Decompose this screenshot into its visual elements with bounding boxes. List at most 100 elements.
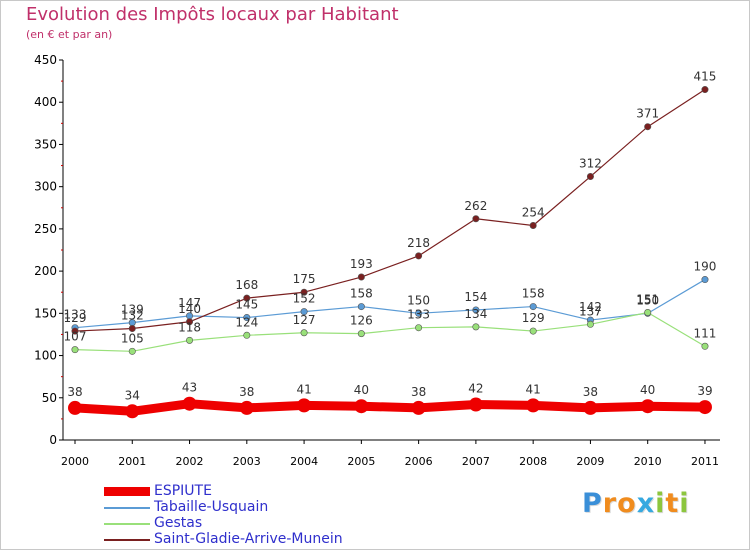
data-point-saint-gladie-arrive-munein bbox=[186, 318, 194, 326]
data-label-gestas: 124 bbox=[235, 315, 258, 329]
data-point-gestas bbox=[128, 347, 136, 355]
data-point-gestas bbox=[644, 308, 652, 316]
data-label-espiute: 40 bbox=[640, 383, 655, 397]
chart-title: Evolution des Impôts locaux par Habitant bbox=[26, 4, 399, 25]
data-point-gestas bbox=[186, 336, 194, 344]
data-label-saint-gladie-arrive-munein: 371 bbox=[636, 107, 659, 121]
data-label-gestas: 127 bbox=[293, 313, 316, 327]
data-label-tabaille-usquain: 190 bbox=[694, 260, 717, 274]
data-point-gestas bbox=[357, 330, 365, 338]
data-label-gestas: 137 bbox=[579, 304, 602, 318]
data-label-saint-gladie-arrive-munein: 218 bbox=[407, 236, 430, 250]
data-point-gestas bbox=[415, 324, 423, 332]
data-point-saint-gladie-arrive-munein bbox=[529, 222, 537, 230]
data-label-espiute: 43 bbox=[182, 381, 197, 395]
data-label-saint-gladie-arrive-munein: 312 bbox=[579, 157, 602, 171]
series-line-espiute bbox=[70, 399, 710, 416]
x-tick-label: 2011 bbox=[691, 455, 719, 468]
data-label-saint-gladie-arrive-munein: 129 bbox=[64, 311, 87, 325]
data-point-saint-gladie-arrive-munein bbox=[415, 252, 423, 260]
data-label-gestas: 129 bbox=[522, 311, 545, 325]
data-label-tabaille-usquain: 150 bbox=[407, 293, 430, 307]
data-label-espiute: 38 bbox=[67, 385, 82, 399]
data-label-gestas: 126 bbox=[350, 314, 373, 328]
legend-label: Saint-Gladie-Arrive-Munein bbox=[154, 531, 343, 547]
data-label-saint-gladie-arrive-munein: 415 bbox=[694, 70, 717, 84]
data-point-saint-gladie-arrive-munein bbox=[300, 288, 308, 296]
x-tick-label: 2003 bbox=[233, 455, 261, 468]
data-label-saint-gladie-arrive-munein: 175 bbox=[293, 272, 316, 286]
data-label-espiute: 38 bbox=[583, 385, 598, 399]
data-point-gestas bbox=[529, 327, 537, 335]
data-point-tabaille-usquain bbox=[415, 309, 423, 317]
data-point-saint-gladie-arrive-munein bbox=[701, 86, 709, 94]
data-point-espiute bbox=[411, 400, 426, 415]
data-point-gestas bbox=[701, 342, 709, 350]
y-tick-label: 100 bbox=[34, 349, 57, 363]
y-tick-label: 450 bbox=[34, 53, 57, 67]
x-tick-label: 2001 bbox=[118, 455, 146, 468]
data-point-gestas bbox=[472, 323, 480, 331]
y-tick-label: 0 bbox=[49, 433, 57, 447]
series-line-saint-gladie-arrive-munein bbox=[74, 88, 706, 332]
data-point-espiute bbox=[640, 399, 655, 414]
data-label-tabaille-usquain: 147 bbox=[178, 296, 201, 310]
data-label-espiute: 38 bbox=[239, 385, 254, 399]
data-point-saint-gladie-arrive-munein bbox=[586, 173, 594, 181]
y-tick-label: 300 bbox=[34, 180, 57, 194]
data-point-espiute bbox=[697, 400, 712, 415]
data-label-tabaille-usquain: 133 bbox=[64, 308, 87, 322]
data-point-tabaille-usquain bbox=[243, 314, 251, 322]
data-label-saint-gladie-arrive-munein: 262 bbox=[464, 199, 487, 213]
data-point-tabaille-usquain bbox=[472, 306, 480, 314]
data-point-espiute bbox=[354, 399, 369, 414]
y-tick-label: 350 bbox=[34, 137, 57, 151]
data-point-espiute bbox=[68, 400, 82, 415]
chart-subtitle: (en € et par an) bbox=[26, 28, 113, 41]
data-point-saint-gladie-arrive-munein bbox=[644, 123, 652, 131]
data-label-gestas: 151 bbox=[636, 292, 659, 306]
data-label-gestas: 107 bbox=[64, 330, 87, 344]
y-tick-label: 400 bbox=[34, 95, 57, 109]
data-point-saint-gladie-arrive-munein bbox=[243, 294, 251, 302]
data-point-saint-gladie-arrive-munein bbox=[128, 325, 136, 333]
x-tick-label: 2006 bbox=[405, 455, 433, 468]
legend-label: Gestas bbox=[154, 515, 203, 531]
data-point-saint-gladie-arrive-munein bbox=[71, 327, 79, 335]
legend-swatch bbox=[104, 507, 150, 509]
data-point-gestas bbox=[300, 329, 308, 337]
data-label-espiute: 42 bbox=[468, 382, 483, 396]
data-point-tabaille-usquain bbox=[300, 308, 308, 316]
data-label-saint-gladie-arrive-munein: 168 bbox=[235, 278, 258, 292]
data-point-espiute bbox=[583, 400, 598, 415]
x-tick-label: 2009 bbox=[576, 455, 604, 468]
data-label-espiute: 34 bbox=[125, 388, 140, 402]
data-point-espiute bbox=[297, 398, 312, 413]
legend-label: Tabaille-Usquain bbox=[154, 499, 269, 515]
proxiti-logo: Proxiti bbox=[582, 488, 690, 519]
x-tick-label: 2007 bbox=[462, 455, 490, 468]
data-label-tabaille-usquain: 145 bbox=[235, 298, 258, 312]
data-point-saint-gladie-arrive-munein bbox=[357, 273, 365, 281]
x-tick-label: 2008 bbox=[519, 455, 547, 468]
data-label-tabaille-usquain: 152 bbox=[293, 292, 316, 306]
x-tick-label: 2004 bbox=[290, 455, 318, 468]
x-tick-label: 2005 bbox=[347, 455, 375, 468]
data-label-gestas: 111 bbox=[694, 326, 717, 340]
data-label-saint-gladie-arrive-munein: 254 bbox=[522, 206, 545, 220]
y-tick-label: 50 bbox=[42, 391, 57, 405]
legend-swatch bbox=[104, 523, 150, 525]
data-point-tabaille-usquain bbox=[529, 303, 537, 311]
data-label-gestas: 118 bbox=[178, 320, 201, 334]
data-label-tabaille-usquain: 142 bbox=[579, 300, 602, 314]
data-label-gestas: 105 bbox=[121, 331, 144, 345]
y-tick-label: 250 bbox=[34, 222, 57, 236]
data-label-gestas: 134 bbox=[464, 307, 487, 321]
data-label-tabaille-usquain: 154 bbox=[464, 290, 487, 304]
data-point-espiute bbox=[125, 404, 140, 419]
data-point-gestas bbox=[71, 346, 79, 354]
x-tick-label: 2002 bbox=[176, 455, 204, 468]
legend-swatch bbox=[104, 487, 150, 496]
series-line-gestas bbox=[74, 311, 706, 352]
